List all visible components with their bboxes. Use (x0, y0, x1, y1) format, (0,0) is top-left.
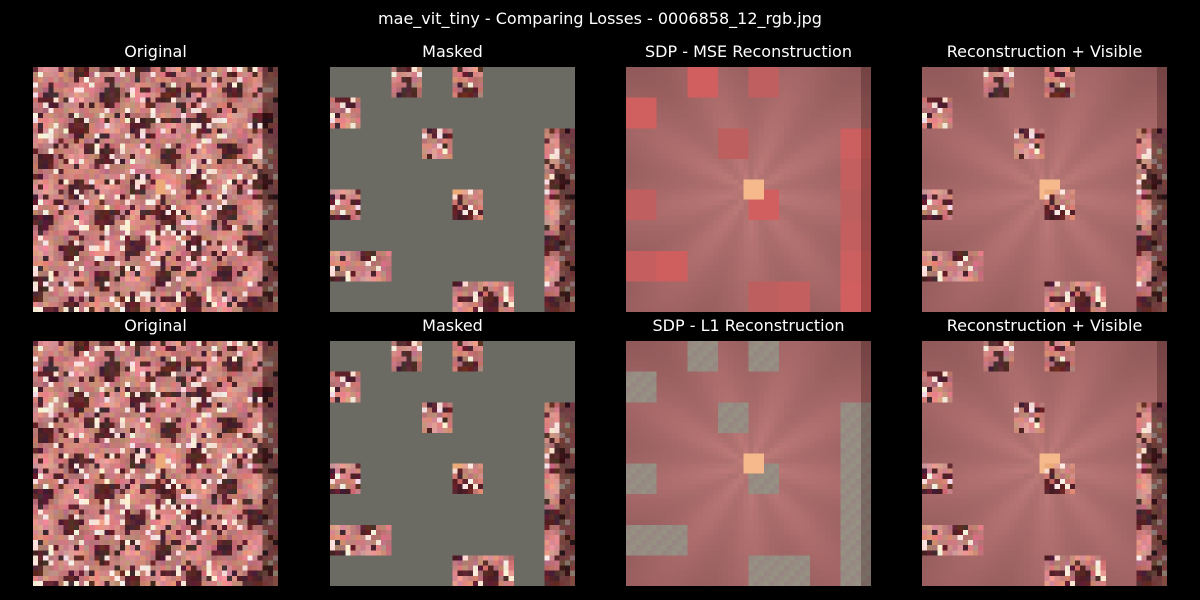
panel-masked-2: Masked (330, 316, 575, 586)
panel-title: Original (124, 42, 187, 61)
panel-title: Masked (422, 316, 483, 335)
panel-reconstruction-visible-2: Reconstruction + Visible (922, 316, 1167, 586)
panel-title: SDP - L1 Reconstruction (652, 316, 845, 335)
mse-reconstruction-image (626, 67, 871, 312)
panel-original-1: Original (33, 42, 278, 312)
reconstruction-visible-image (922, 341, 1167, 586)
original-image (33, 67, 278, 312)
panel-title: Reconstruction + Visible (946, 316, 1143, 335)
figure-title: mae_vit_tiny - Comparing Losses - 000685… (378, 9, 822, 28)
panel-title: Original (124, 316, 187, 335)
panel-masked-1: Masked (330, 42, 575, 312)
masked-image (330, 67, 575, 312)
panel-reconstruction-visible-1: Reconstruction + Visible (922, 42, 1167, 312)
panel-title: SDP - MSE Reconstruction (645, 42, 852, 61)
original-image (33, 341, 278, 586)
panel-title: Masked (422, 42, 483, 61)
panel-mse-reconstruction: SDP - MSE Reconstruction (626, 42, 871, 312)
masked-image (330, 341, 575, 586)
panel-original-2: Original (33, 316, 278, 586)
l1-reconstruction-image (626, 341, 871, 586)
reconstruction-visible-image (922, 67, 1167, 312)
panel-title: Reconstruction + Visible (946, 42, 1143, 61)
panel-l1-reconstruction: SDP - L1 Reconstruction (626, 316, 871, 586)
